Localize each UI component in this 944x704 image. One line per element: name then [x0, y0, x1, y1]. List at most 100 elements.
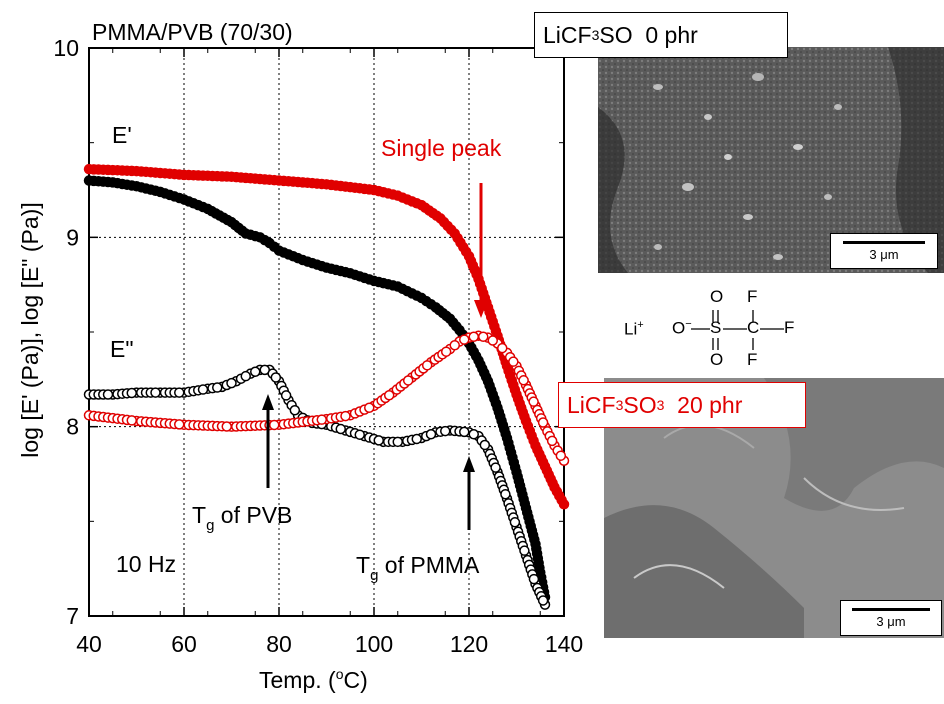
data-marker [528, 573, 540, 585]
data-marker [555, 450, 567, 461]
data-marker [316, 414, 327, 425]
scale-bar-bottom: 3 μm [840, 600, 942, 636]
data-marker [508, 356, 519, 367]
data-marker [509, 517, 521, 528]
data-marker [529, 534, 540, 545]
data-marker [421, 360, 433, 371]
y-tick-label: 10 [53, 35, 79, 61]
data-marker [126, 165, 137, 177]
tg-pvb-arrow [262, 394, 274, 488]
chart-title: PMMA/PVB (70/30) [92, 19, 293, 45]
data-marker [222, 214, 233, 226]
single-peak-label: Single peak [381, 135, 502, 161]
data-marker [250, 366, 261, 378]
sulfur: S [710, 318, 722, 337]
y-axis-label: log [E' (Pa)], log [E" (Pa)] [17, 202, 43, 457]
tg-pvb-label: Tg of PVB [192, 502, 292, 534]
data-marker [174, 419, 185, 430]
li-cation: Li+ [624, 319, 644, 339]
x-tick-label: 60 [171, 631, 197, 657]
data-marker [468, 331, 479, 342]
data-marker [197, 201, 209, 213]
data-marker [460, 246, 472, 257]
fluorine-bottom: F [747, 350, 758, 369]
data-marker [364, 184, 375, 195]
e-double-prime-label: E" [110, 336, 134, 362]
e-prime-label: E' [112, 122, 132, 148]
data-marker [490, 462, 501, 473]
data-marker [126, 387, 137, 399]
data-marker [547, 477, 558, 489]
data-marker [373, 435, 384, 446]
sem-image-0phr: 3 μm [598, 47, 944, 273]
data-marker [259, 234, 270, 246]
data-marker [441, 310, 452, 322]
data-marker [468, 428, 479, 440]
data-marker [534, 562, 545, 573]
y-tick-labels: 7 8 9 10 [53, 35, 79, 629]
data-marker [497, 342, 508, 354]
data-marker [340, 266, 351, 278]
data-marker [519, 545, 530, 556]
data-marker [440, 425, 451, 437]
data-marker [459, 334, 470, 345]
data-marker [411, 290, 422, 301]
data-marker [335, 423, 346, 435]
data-marker [354, 429, 365, 440]
data-marker [126, 415, 137, 426]
sem-label-20phr: LiCF 3 SO 3 20 phr [558, 382, 806, 428]
data-marker [150, 185, 161, 197]
data-marker [451, 321, 462, 332]
data-marker [387, 280, 399, 291]
data-marker [212, 382, 223, 393]
data-marker [392, 436, 403, 448]
tg-pmma-label: Tg of PMMA [356, 552, 480, 584]
data-marker [487, 335, 498, 346]
data-marker [150, 387, 161, 398]
data-marker [174, 169, 185, 180]
data-marker [174, 387, 185, 398]
data-marker [490, 398, 502, 409]
data-marker [519, 411, 530, 422]
data-marker [500, 428, 511, 439]
fluorine-right: F [784, 318, 795, 337]
x-tick-label: 80 [266, 631, 292, 657]
data-marker [289, 405, 301, 416]
data-marker [480, 371, 492, 383]
series-3 [83, 330, 570, 466]
x-tick-label: 140 [545, 631, 583, 657]
data-marker [236, 225, 248, 236]
data-marker [316, 260, 327, 272]
data-marker [340, 410, 351, 422]
y-tick-label: 9 [66, 224, 79, 250]
data-marker [431, 210, 442, 221]
data-marker [528, 435, 539, 446]
data-marker [387, 189, 399, 200]
data-marker [470, 350, 482, 362]
data-marker [292, 252, 304, 264]
data-marker [411, 433, 422, 445]
series-0 [83, 175, 551, 603]
data-marker [269, 241, 280, 253]
data-marker [197, 384, 209, 395]
data-marker [478, 331, 489, 342]
data-marker [479, 439, 491, 451]
oxygen-bottom: O [710, 350, 724, 369]
data-marker [240, 370, 251, 382]
data-marker [102, 176, 114, 188]
grid-lines [89, 48, 564, 616]
data-marker [221, 171, 232, 182]
data-marker [316, 178, 327, 190]
data-marker [425, 428, 437, 440]
data-marker [383, 389, 395, 401]
data-marker [250, 230, 261, 242]
x-tick-label: 120 [450, 631, 488, 657]
fluorine-top: F [747, 287, 758, 306]
data-marker [425, 298, 437, 310]
data-marker [440, 346, 452, 357]
y-tick-label: 7 [66, 603, 79, 629]
data-marker [500, 488, 511, 500]
data-marker [556, 494, 567, 506]
data-marker [490, 325, 502, 337]
